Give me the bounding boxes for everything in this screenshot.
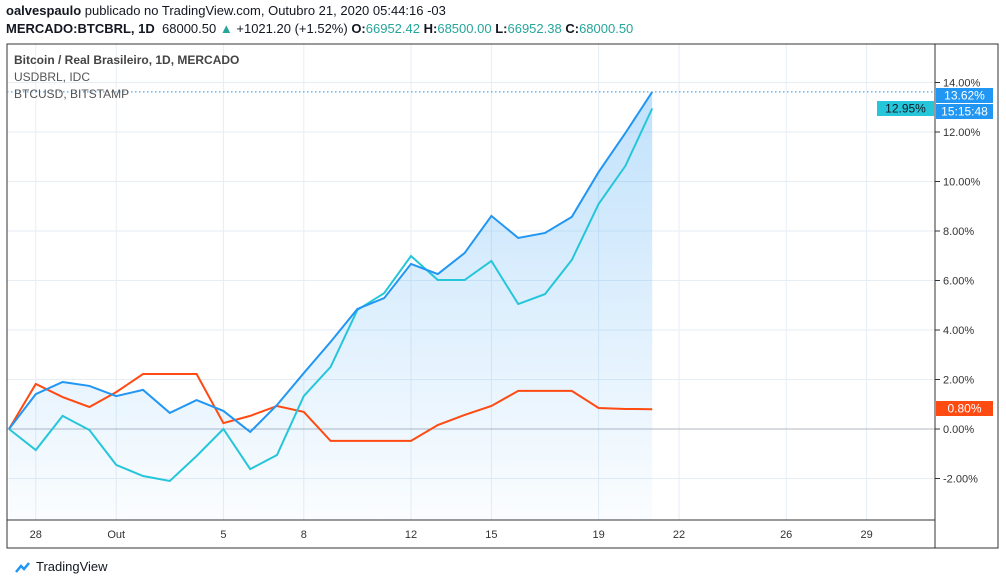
x-tick-label: 19 [592,529,604,541]
brand-name: TradingView [36,559,108,574]
o-label: O: [351,21,366,36]
change: +1021.20 (+1.52%) [236,21,348,36]
y-tick-label: 8.00% [943,226,974,238]
usdbrl-last-badge [936,401,993,416]
btcbrl-last-badge-text: 13.62% [944,89,985,103]
y-tick-label: 14.00% [943,78,981,90]
y-tick-label: 10.00% [943,177,981,189]
price: 68000.50 [162,21,217,36]
x-tick-label: 15 [485,529,497,541]
legend-item: Bitcoin / Real Brasileiro, 1D, MERCADO [14,53,239,67]
countdown-badge [936,104,993,119]
c-label: C: [565,21,580,36]
legend-item: BTCUSD, BITSTAMP [14,87,129,101]
open-value: 66952.42 [365,21,420,36]
btcusd-last-badge-text: 12.95% [885,102,926,116]
h-label: H: [423,21,438,36]
x-tick-label: 8 [301,529,307,541]
published-text: publicado no TradingView.com, Outubro 21… [84,3,446,18]
tradingview-cloud-icon [15,561,30,573]
x-tick-label: 5 [220,529,226,541]
btcbrl-area [9,91,653,520]
series-line-2[interactable] [8,108,654,483]
x-tick-label: 28 [30,529,42,541]
y-tick-label: -2.00% [943,474,978,486]
ohlc-bar: MERCADO:BTCBRL, 1D 68000.50 ▲ +1021.20 (… [6,21,633,36]
low-value: 66952.38 [507,21,562,36]
x-tick-label: 12 [405,529,417,541]
up-triangle-icon: ▲ [219,21,233,36]
series-line-1[interactable] [8,373,653,442]
series-line-0[interactable] [8,91,654,434]
x-tick-label: 29 [860,529,872,541]
y-tick-label: 6.00% [943,276,974,288]
legend-item: USDBRL, IDC [14,70,90,84]
usdbrl-last-badge-text: 0.80% [947,402,981,416]
author: oalvespaulo [6,3,82,18]
publish-info: oalvespaulo publicado no TradingView.com… [6,3,446,18]
symbol: MERCADO:BTCBRL, 1D [6,21,155,36]
price-axis-frame [934,43,999,549]
y-tick-label: 0.00% [943,424,974,436]
countdown-badge-text: 15:15:48 [941,105,988,119]
tradingview-logo[interactable]: TradingView [14,559,108,574]
high-value: 68500.00 [437,21,492,36]
y-tick-label: 2.00% [943,375,974,387]
y-tick-label: 4.00% [943,325,974,337]
close-value: 68000.50 [579,21,634,36]
x-tick-label: 26 [780,529,792,541]
btcbrl-last-badge [936,88,993,103]
x-tick-label: 22 [673,529,685,541]
btcusd-last-badge [877,101,934,116]
y-tick-label: 12.00% [943,127,981,139]
x-tick-label: Out [107,529,125,541]
l-label: L: [495,21,508,36]
